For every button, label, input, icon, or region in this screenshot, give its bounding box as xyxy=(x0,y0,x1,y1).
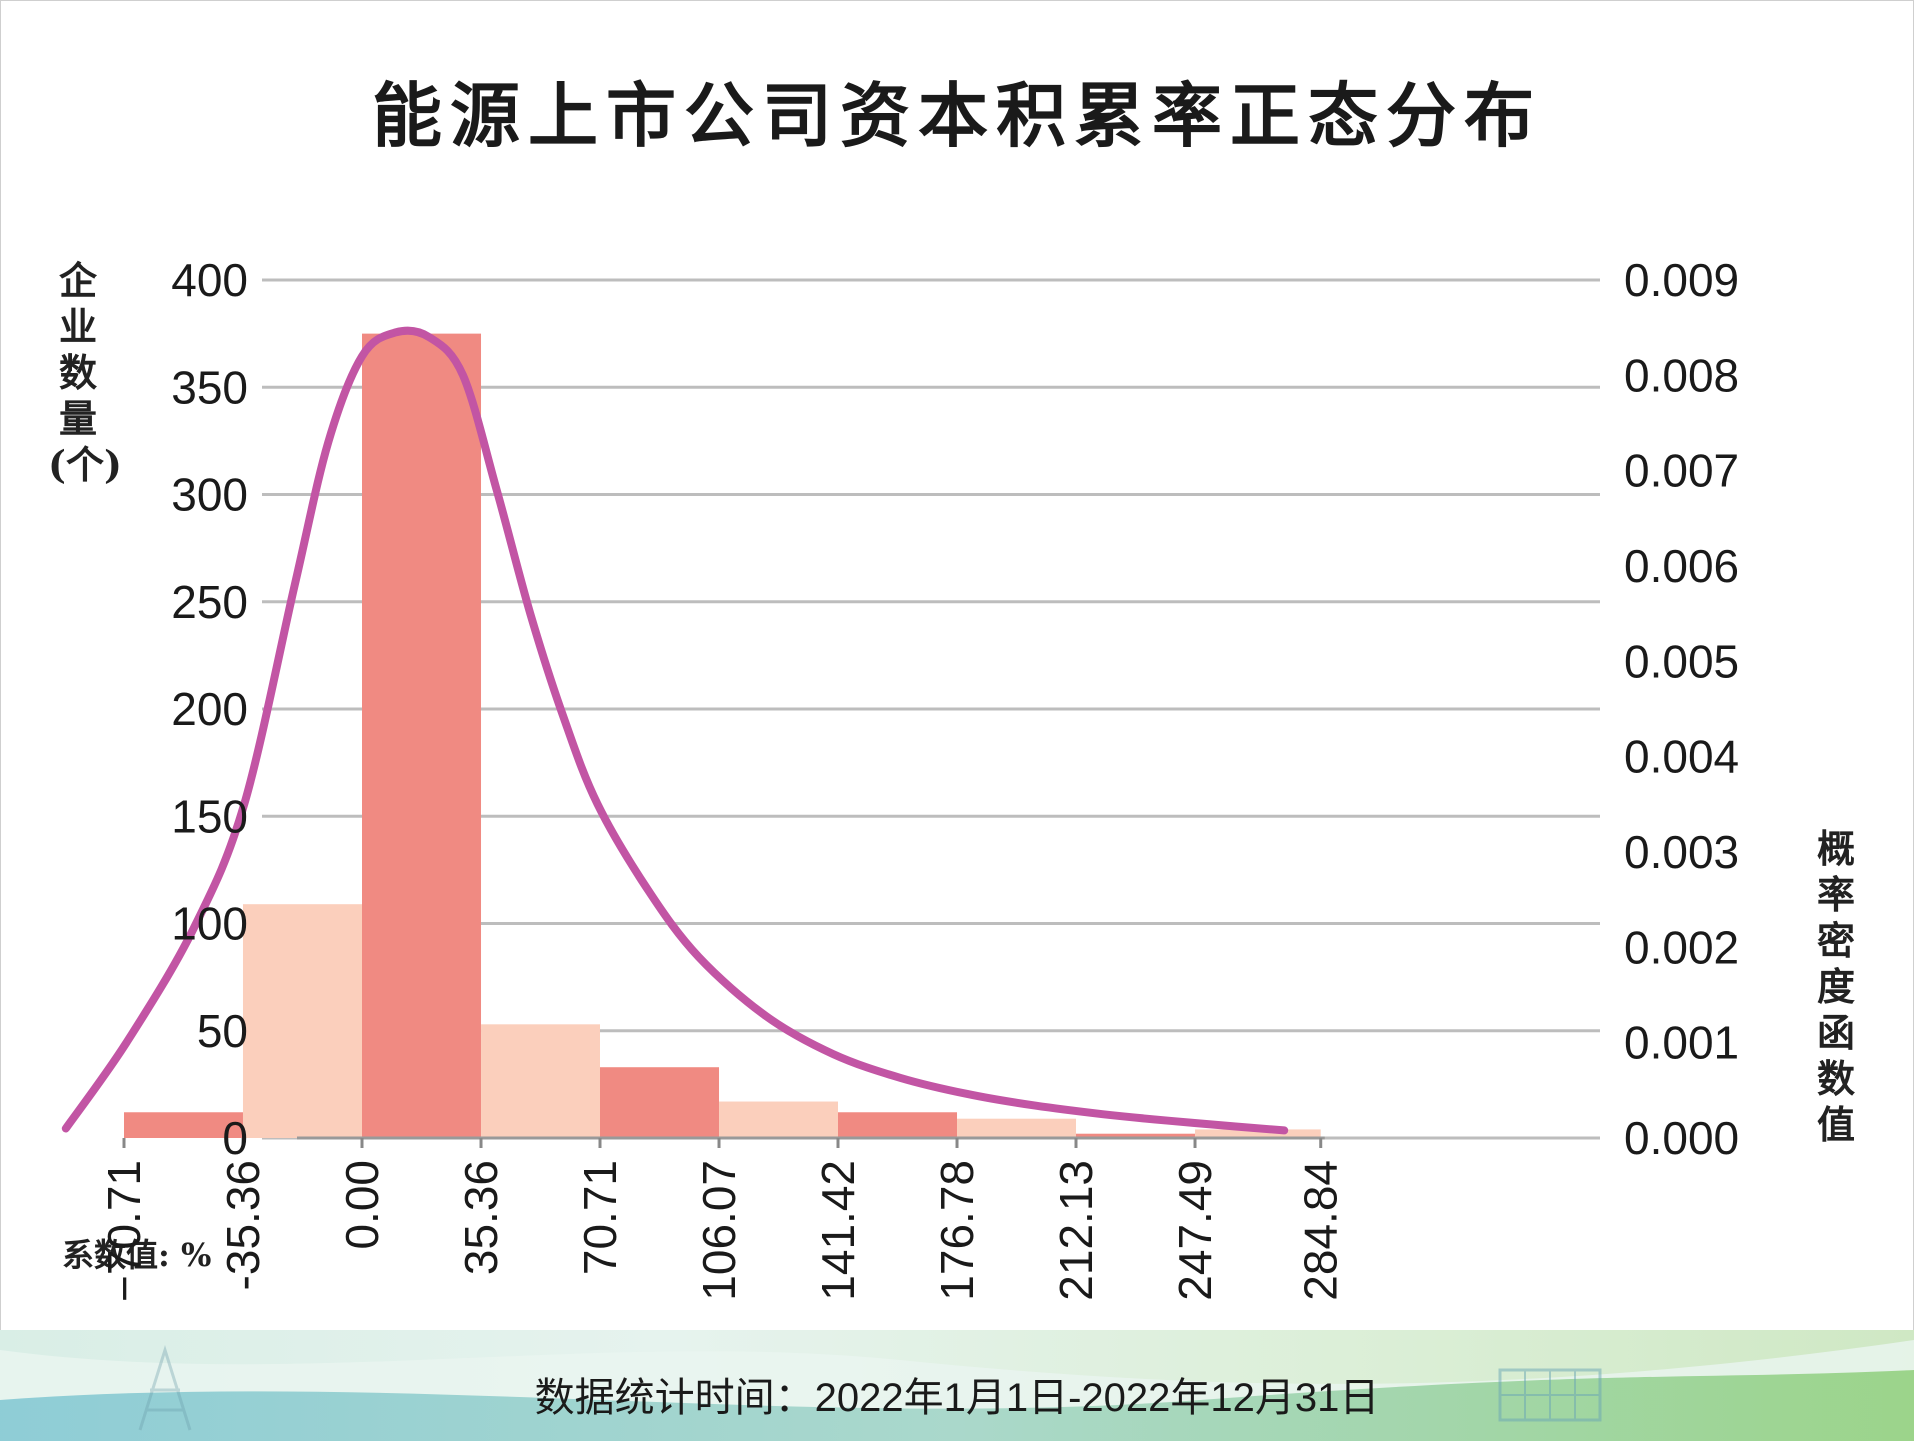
histogram-bar xyxy=(957,1118,1076,1138)
histogram-bar xyxy=(719,1101,838,1138)
x-axis xyxy=(122,1136,1325,1148)
x-tick-label: -35.36 xyxy=(217,1160,269,1290)
histogram-bar xyxy=(1195,1129,1321,1138)
left-y-tick-label: 400 xyxy=(171,254,248,306)
x-tick-label: 212.13 xyxy=(1050,1160,1102,1301)
right-y-tick-label: 0.006 xyxy=(1624,540,1739,592)
right-y-tick-label: 0.004 xyxy=(1624,731,1739,783)
right-y-tick-label: 0.002 xyxy=(1624,921,1739,973)
right-y-tick-label: 0.007 xyxy=(1624,445,1739,497)
left-y-tick-label: 200 xyxy=(171,683,248,735)
right-y-tick-label: 0.001 xyxy=(1624,1017,1739,1069)
histogram-bars xyxy=(124,333,1321,1138)
left-y-tick-label: 250 xyxy=(171,576,248,628)
x-tick-label: 141.42 xyxy=(812,1160,864,1301)
histogram-bar xyxy=(838,1112,958,1138)
x-tick-label: 247.49 xyxy=(1169,1160,1221,1301)
left-y-tick-label: 50 xyxy=(197,1005,248,1057)
right-y-tick-label: 0.003 xyxy=(1624,826,1739,878)
x-tick-label: 284.84 xyxy=(1295,1160,1347,1301)
x-tick-label: 35.36 xyxy=(455,1160,507,1275)
left-y-tick-label: 350 xyxy=(171,361,248,413)
chart-title: 能源上市公司资本积累率正态分布 xyxy=(372,74,1542,157)
footer-banner xyxy=(0,1330,1914,1441)
histogram-bar xyxy=(362,333,482,1138)
right-y-tick-label: 0.000 xyxy=(1624,1112,1739,1164)
x-tick-label: −70.71 xyxy=(98,1160,150,1302)
power-tower-icon xyxy=(138,1344,192,1431)
density-curve xyxy=(61,326,1289,1135)
right-axis-label: 概率密度函数值 xyxy=(1816,826,1855,1147)
x-axis-unit-label: 系数值: % xyxy=(62,1236,212,1274)
right-y-ticks: 0.000 0.001 0.002 0.003 0.004 0.005 0.006 0.007… xyxy=(1624,254,1739,1164)
left-y-tick-label: 300 xyxy=(171,469,248,521)
x-ticks: −70.71 -35.36 0.00 35.36 70.71 106.07 141.42 17… xyxy=(98,1160,1347,1302)
left-y-ticks: 0 50 100 150 200 250 300 350 400 xyxy=(171,254,248,1164)
histogram-bar xyxy=(242,904,362,1138)
right-y-tick-label: 0.009 xyxy=(1624,254,1739,306)
histogram-bar xyxy=(124,1112,243,1138)
x-tick-label: 106.07 xyxy=(693,1160,745,1301)
histogram-bar xyxy=(481,1024,600,1138)
left-axis-label: 企业数量(个) xyxy=(48,258,122,487)
x-tick-label: 0.00 xyxy=(336,1160,388,1250)
right-y-tick-label: 0.008 xyxy=(1624,349,1739,401)
x-tick-label: 70.71 xyxy=(574,1160,626,1275)
x-tick-label: 176.78 xyxy=(931,1160,983,1301)
left-y-tick-label: 150 xyxy=(171,790,248,842)
histogram-bar xyxy=(1076,1133,1196,1138)
solar-panel-icon xyxy=(1498,1368,1602,1422)
right-y-tick-label: 0.005 xyxy=(1624,635,1739,687)
left-y-tick-label: 0 xyxy=(222,1112,248,1164)
data-period-footer: 数据统计时间：2022年1月1日-2022年12月31日 xyxy=(534,1376,1380,1420)
histogram-bar xyxy=(600,1067,720,1138)
left-y-tick-label: 100 xyxy=(171,898,248,950)
density-curve-layer xyxy=(61,326,1289,1135)
